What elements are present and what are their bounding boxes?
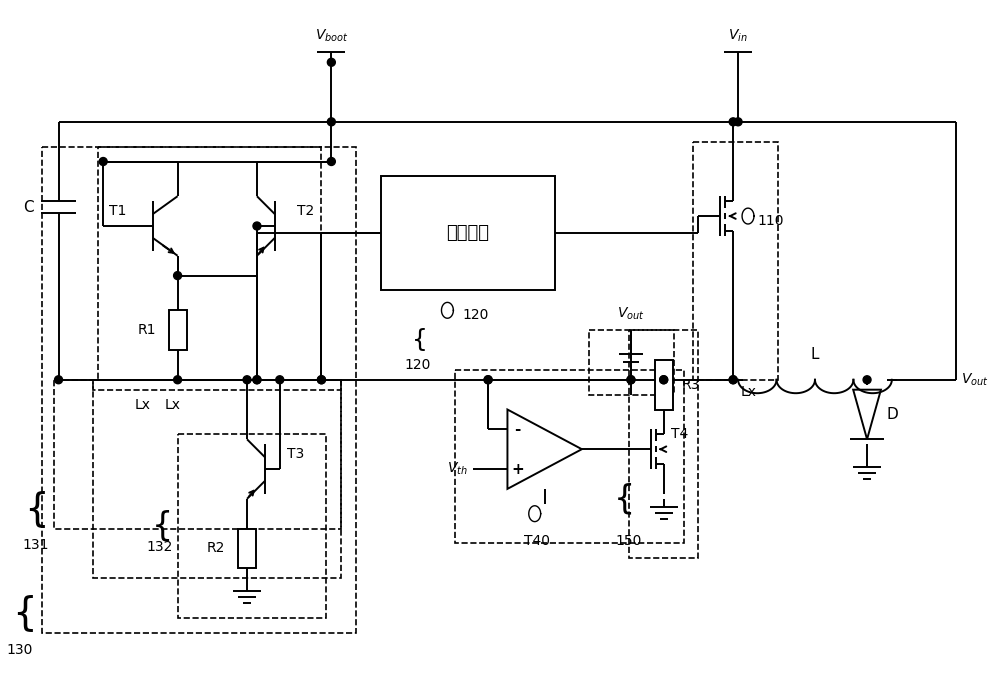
Bar	[93, 380, 341, 578]
Bar	[238, 528, 256, 568]
Bar	[178, 434, 326, 618]
Text: +: +	[511, 461, 524, 477]
Circle shape	[317, 376, 325, 384]
Text: 131: 131	[22, 538, 49, 552]
Text: {: {	[24, 490, 49, 528]
Text: T3: T3	[287, 447, 304, 461]
Text: 120: 120	[462, 308, 489, 322]
Text: T4: T4	[671, 427, 688, 441]
Circle shape	[729, 118, 737, 126]
Text: {: {	[412, 328, 428, 352]
Bar	[98, 147, 321, 380]
Text: $V_{boot}$: $V_{boot}$	[315, 28, 348, 45]
Text: {: {	[12, 594, 37, 632]
Bar	[93, 380, 341, 389]
Text: T40: T40	[524, 533, 550, 547]
Circle shape	[734, 118, 742, 126]
Bar	[381, 176, 555, 291]
Text: 110: 110	[758, 214, 784, 228]
Circle shape	[327, 118, 335, 126]
Bar	[629, 330, 698, 559]
Text: $V_{in}$: $V_{in}$	[728, 28, 748, 45]
Text: Lx: Lx	[741, 384, 757, 398]
Circle shape	[99, 157, 107, 166]
Circle shape	[484, 376, 492, 384]
Text: 驱动模块: 驱动模块	[446, 224, 489, 243]
Circle shape	[627, 376, 635, 384]
Circle shape	[243, 376, 251, 384]
Text: R1: R1	[137, 323, 156, 337]
Bar	[693, 142, 778, 380]
Circle shape	[660, 376, 668, 384]
Circle shape	[174, 376, 182, 384]
Circle shape	[484, 376, 492, 384]
Circle shape	[55, 376, 63, 384]
Text: T2: T2	[297, 204, 314, 218]
Bar	[589, 330, 674, 395]
Bar	[54, 380, 341, 528]
Text: C: C	[23, 200, 34, 215]
Text: {: {	[614, 482, 635, 515]
Text: 150: 150	[616, 533, 642, 547]
Text: 120: 120	[404, 358, 431, 372]
Circle shape	[863, 376, 871, 384]
Text: 132: 132	[147, 540, 173, 554]
Circle shape	[627, 376, 635, 384]
Text: R2: R2	[207, 542, 225, 556]
Bar	[169, 310, 187, 350]
Bar	[42, 147, 356, 633]
Circle shape	[729, 376, 737, 384]
Text: Lx: Lx	[165, 398, 181, 412]
Circle shape	[729, 376, 737, 384]
Text: Lx: Lx	[135, 398, 151, 412]
Text: {: {	[151, 509, 173, 542]
Text: 130: 130	[7, 642, 33, 656]
Circle shape	[253, 222, 261, 230]
Text: R3: R3	[682, 377, 700, 391]
Bar	[655, 360, 673, 410]
Circle shape	[327, 157, 335, 166]
Text: -: -	[514, 422, 521, 437]
Text: $V_{out}$: $V_{out}$	[961, 372, 989, 388]
Circle shape	[253, 376, 261, 384]
Circle shape	[276, 376, 284, 384]
Circle shape	[253, 376, 261, 384]
Circle shape	[660, 376, 668, 384]
Bar	[455, 370, 684, 543]
Text: D: D	[887, 407, 899, 422]
Circle shape	[317, 376, 325, 384]
Text: T1: T1	[109, 204, 127, 218]
Circle shape	[327, 58, 335, 66]
Text: L: L	[810, 347, 819, 362]
Circle shape	[174, 272, 182, 280]
Text: $V_{th}$: $V_{th}$	[447, 461, 468, 477]
Text: $V_{out}$: $V_{out}$	[617, 306, 645, 322]
